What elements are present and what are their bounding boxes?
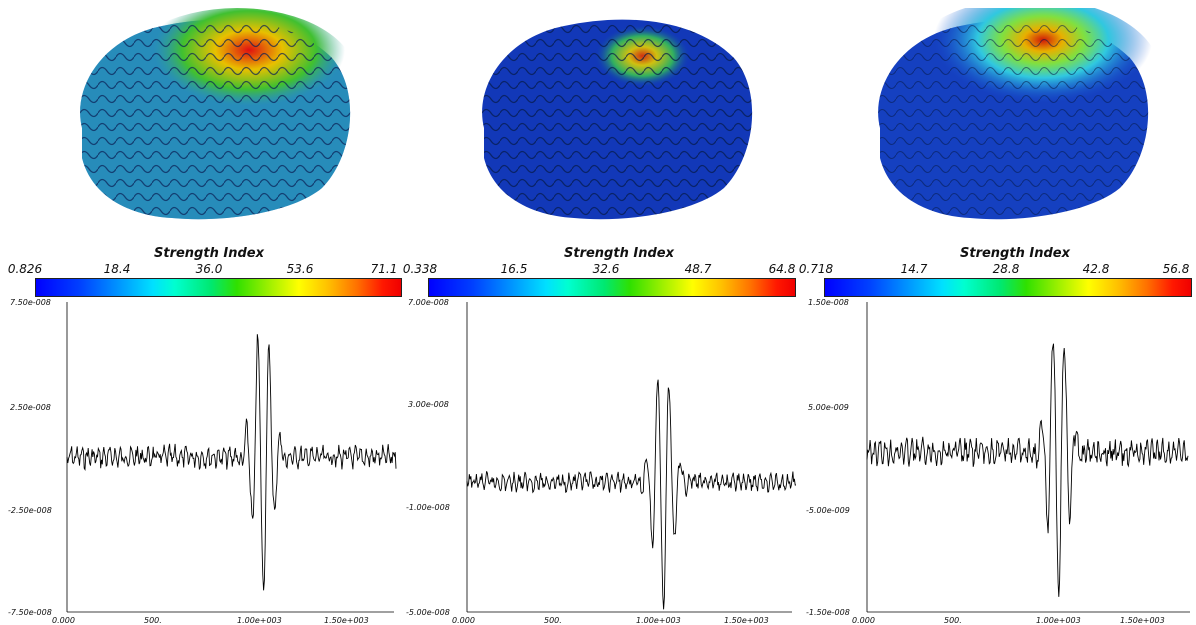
x-tick-label: 1.00e+003 xyxy=(1036,616,1081,625)
colorbar-label: 48.7 xyxy=(684,262,712,276)
colorbar-1 xyxy=(35,278,402,297)
y-tick-label: -2.50e-008 xyxy=(8,506,52,515)
y-tick-label: 2.50e-008 xyxy=(10,403,51,412)
panel-2: Strength Index 0.338 16.5 32.6 48.7 64.8… xyxy=(400,0,796,625)
colorbar-title-2: Strength Index xyxy=(564,246,674,261)
colorbar-label: 42.8 xyxy=(1082,262,1110,276)
colorbar-label: 18.4 xyxy=(103,262,131,276)
x-tick-label: 1.50e+003 xyxy=(324,616,369,625)
x-tick-label: 500. xyxy=(144,616,162,625)
panel-1: Strength Index 0.826 18.4 36.0 53.6 71.1… xyxy=(4,0,402,625)
brain-image-1 xyxy=(80,8,357,220)
waveform-plot-1: 7.50e-008 2.50e-008 -2.50e-008 -7.50e-00… xyxy=(4,298,404,625)
colorbar-labels-2: 0.338 16.5 32.6 48.7 64.8 xyxy=(400,262,796,278)
y-tick-label: 1.50e-008 xyxy=(808,298,849,307)
waveform-plot-2: 7.00e-008 3.00e-008 -1.00e-008 -5.00e-00… xyxy=(400,298,800,625)
y-tick-label: 3.00e-008 xyxy=(408,400,449,409)
x-tick-label: 500. xyxy=(944,616,962,625)
colorbar-label: 14.7 xyxy=(900,262,928,276)
x-tick-label: 1.00e+003 xyxy=(237,616,282,625)
y-tick-label: 5.00e-009 xyxy=(808,403,849,412)
waveform-svg-3: 1.50e-008 5.00e-009 -5.00e-009 -1.50e-00… xyxy=(806,298,1190,625)
colorbar-title-1: Strength Index xyxy=(154,246,264,261)
colorbar-2 xyxy=(428,278,796,297)
colorbar-label: 71.1 xyxy=(370,262,398,276)
panel-3: Strength Index 0.718 14.7 28.8 42.8 56.8… xyxy=(796,0,1192,625)
y-tick-label: 7.00e-008 xyxy=(408,298,449,307)
waveform-trace-1 xyxy=(66,334,397,591)
y-tick-label: -1.00e-008 xyxy=(406,503,450,512)
brain-image-2 xyxy=(482,19,753,220)
y-tick-label: -7.50e-008 xyxy=(8,608,52,617)
colorbar-label: 56.8 xyxy=(1162,262,1190,276)
colorbar-label: 64.8 xyxy=(768,262,796,276)
y-tick-label: -1.50e-008 xyxy=(806,608,850,617)
colorbar-label: 0.718 xyxy=(798,262,834,276)
x-tick-label: 0.000 xyxy=(852,616,875,625)
x-tick-label: 1.50e+003 xyxy=(724,616,769,625)
colorbar-label: 53.6 xyxy=(286,262,314,276)
x-tick-label: 500. xyxy=(544,616,562,625)
colorbar-label: 36.0 xyxy=(195,262,223,276)
colorbar-label: 0.338 xyxy=(402,262,438,276)
colorbar-labels-1: 0.826 18.4 36.0 53.6 71.1 xyxy=(4,262,398,278)
waveform-svg-1: 7.50e-008 2.50e-008 -2.50e-008 -7.50e-00… xyxy=(8,298,397,625)
x-tick-label: 1.00e+003 xyxy=(636,616,681,625)
brain-surface-map-2 xyxy=(464,8,764,230)
colorbar-labels-3: 0.718 14.7 28.8 42.8 56.8 xyxy=(796,262,1190,278)
colorbar-label: 16.5 xyxy=(500,262,528,276)
colorbar-label: 28.8 xyxy=(992,262,1020,276)
colorbar-label: 0.826 xyxy=(7,262,43,276)
colorbar-3 xyxy=(824,278,1192,297)
brain-surface-map-3 xyxy=(860,8,1160,230)
y-tick-label: -5.00e-009 xyxy=(806,506,850,515)
x-tick-label: 1.50e+003 xyxy=(1120,616,1165,625)
waveform-trace-2 xyxy=(466,379,796,610)
waveform-svg-2: 7.00e-008 3.00e-008 -1.00e-008 -5.00e-00… xyxy=(406,298,796,625)
colorbar-title-3: Strength Index xyxy=(960,246,1070,261)
x-tick-label: 0.000 xyxy=(52,616,75,625)
x-tick-label: 0.000 xyxy=(452,616,475,625)
brain-surface-map-1 xyxy=(62,8,362,230)
y-tick-label: 7.50e-008 xyxy=(10,298,51,307)
colorbar-label: 32.6 xyxy=(592,262,620,276)
waveform-plot-3: 1.50e-008 5.00e-009 -5.00e-009 -1.50e-00… xyxy=(796,298,1196,625)
waveform-trace-3 xyxy=(866,343,1189,597)
brain-image-3 xyxy=(878,8,1160,220)
y-tick-label: -5.00e-008 xyxy=(406,608,450,617)
